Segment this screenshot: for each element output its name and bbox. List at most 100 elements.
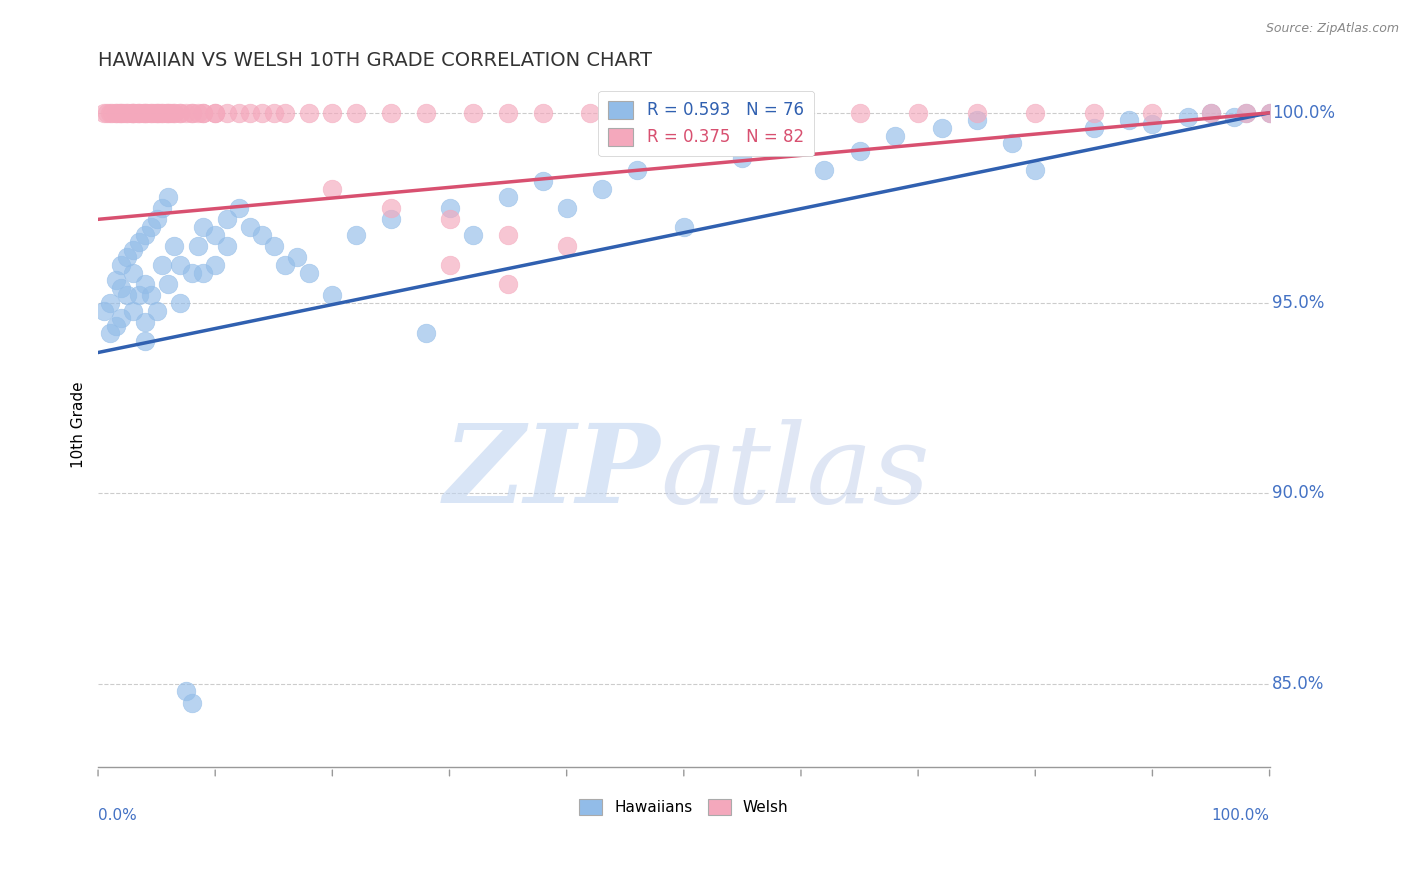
Point — [1234, 105, 1257, 120]
Point — [966, 113, 988, 128]
Point — [110, 258, 132, 272]
Point — [1001, 136, 1024, 151]
Point — [204, 227, 226, 242]
Point — [122, 105, 145, 120]
Point — [101, 105, 124, 120]
Point — [134, 105, 156, 120]
Point — [263, 239, 285, 253]
Point — [122, 243, 145, 257]
Point — [344, 227, 367, 242]
Point — [848, 105, 870, 120]
Point — [298, 266, 321, 280]
Point — [169, 105, 191, 120]
Point — [112, 105, 135, 120]
Point — [122, 105, 145, 120]
Text: 100.0%: 100.0% — [1272, 103, 1334, 122]
Point — [239, 219, 262, 234]
Point — [148, 105, 170, 120]
Point — [626, 162, 648, 177]
Point — [496, 105, 519, 120]
Point — [134, 277, 156, 291]
Point — [193, 105, 215, 120]
Point — [128, 235, 150, 249]
Point — [122, 105, 145, 120]
Point — [1083, 105, 1105, 120]
Point — [104, 105, 127, 120]
Point — [555, 239, 578, 253]
Point — [125, 105, 148, 120]
Point — [117, 288, 139, 302]
Point — [163, 105, 186, 120]
Text: 0.0%: 0.0% — [98, 808, 136, 823]
Point — [122, 303, 145, 318]
Point — [439, 212, 461, 227]
Point — [98, 105, 121, 120]
Point — [145, 212, 167, 227]
Point — [204, 105, 226, 120]
Point — [1118, 113, 1140, 128]
Point — [931, 121, 953, 136]
Point — [155, 105, 177, 120]
Point — [672, 219, 695, 234]
Point — [104, 105, 127, 120]
Point — [321, 105, 343, 120]
Point — [139, 105, 162, 120]
Point — [143, 105, 166, 120]
Point — [139, 219, 162, 234]
Point — [731, 105, 754, 120]
Point — [120, 105, 142, 120]
Point — [174, 684, 197, 698]
Point — [461, 105, 484, 120]
Point — [152, 201, 174, 215]
Point — [250, 105, 273, 120]
Point — [169, 296, 191, 310]
Point — [1024, 162, 1046, 177]
Point — [108, 105, 131, 120]
Point — [180, 105, 202, 120]
Point — [415, 105, 437, 120]
Point — [117, 105, 139, 120]
Point — [1142, 117, 1164, 131]
Point — [117, 105, 139, 120]
Point — [531, 174, 554, 188]
Text: Source: ZipAtlas.com: Source: ZipAtlas.com — [1265, 22, 1399, 36]
Legend: Hawaiians, Welsh: Hawaiians, Welsh — [574, 792, 794, 822]
Point — [228, 105, 250, 120]
Text: 85.0%: 85.0% — [1272, 674, 1324, 692]
Point — [321, 288, 343, 302]
Point — [187, 239, 209, 253]
Point — [496, 189, 519, 203]
Point — [1199, 105, 1222, 120]
Point — [96, 105, 118, 120]
Point — [157, 277, 180, 291]
Point — [239, 105, 262, 120]
Text: 100.0%: 100.0% — [1212, 808, 1270, 823]
Point — [1234, 105, 1257, 120]
Point — [380, 212, 402, 227]
Point — [193, 266, 215, 280]
Point — [285, 251, 308, 265]
Text: ZIP: ZIP — [444, 419, 661, 526]
Point — [215, 239, 238, 253]
Point — [204, 258, 226, 272]
Point — [439, 258, 461, 272]
Point — [193, 105, 215, 120]
Point — [215, 212, 238, 227]
Point — [790, 105, 813, 120]
Point — [122, 266, 145, 280]
Point — [110, 105, 132, 120]
Point — [136, 105, 159, 120]
Point — [496, 277, 519, 291]
Point — [104, 273, 127, 287]
Point — [157, 105, 180, 120]
Point — [134, 334, 156, 348]
Point — [614, 105, 637, 120]
Point — [380, 201, 402, 215]
Point — [1024, 105, 1046, 120]
Point — [907, 105, 929, 120]
Point — [169, 258, 191, 272]
Point — [531, 105, 554, 120]
Point — [180, 266, 202, 280]
Point — [187, 105, 209, 120]
Point — [131, 105, 153, 120]
